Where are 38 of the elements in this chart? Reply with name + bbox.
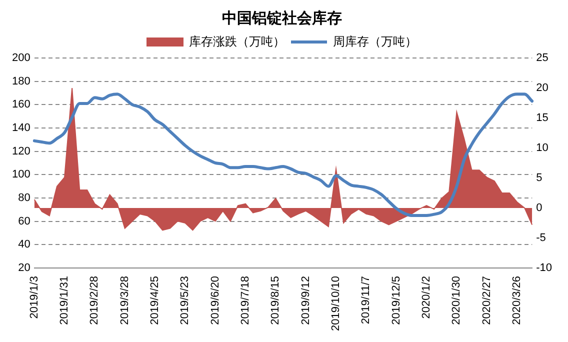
y-tick-label: 120	[12, 145, 30, 158]
y-tick-label: 80	[18, 192, 30, 204]
y2-tick-label: 20	[536, 82, 548, 94]
x-tick-label: 2019/10/10	[330, 276, 342, 332]
y-tick-label: 200	[12, 52, 30, 64]
y2-tick-label: 5	[536, 172, 542, 184]
x-tick-label: 2019/4/25	[149, 276, 162, 325]
y2-tick-label: 0	[536, 202, 542, 214]
y2-tick-label: 10	[536, 142, 548, 154]
x-tick-label: 2020/3/26	[511, 276, 524, 325]
legend-label: 周库存（万吨）	[333, 34, 417, 48]
x-tick-label: 2019/6/20	[209, 276, 222, 325]
x-tick-label: 2019/3/28	[118, 276, 131, 325]
y-tick-label: 20	[18, 262, 30, 274]
x-tick-label: 2020/1/30	[450, 276, 463, 325]
y2-tick-label: 25	[536, 52, 548, 64]
y2-tick-label: 15	[536, 112, 548, 124]
y2-tick-label: -10	[536, 262, 552, 274]
x-tick-label: 2019/5/23	[179, 276, 192, 325]
legend-label: 库存涨跌（万吨）	[189, 34, 285, 48]
x-tick-label: 2019/2/28	[88, 276, 101, 325]
x-tick-label: 2019/8/15	[270, 276, 282, 325]
y-tick-label: 40	[18, 238, 30, 251]
y-tick-label: 60	[18, 215, 30, 228]
y-tick-label: 180	[12, 75, 30, 88]
x-tick-label: 2019/1/3	[28, 276, 40, 319]
x-tick-label: 2020/2/27	[480, 276, 493, 325]
chart-title: 中国铝锭社会库存	[222, 8, 342, 27]
y2-tick-label: -5	[536, 232, 546, 244]
x-tick-label: 2019/7/18	[240, 276, 252, 325]
y-tick-label: 140	[12, 122, 30, 134]
x-tick-label: 2019/1/31	[58, 276, 71, 325]
x-tick-label: 2019/11/7	[360, 276, 372, 324]
y-tick-label: 160	[12, 98, 30, 111]
x-tick-label: 2019/9/12	[300, 276, 312, 325]
x-tick-label: 2019/12/5	[390, 276, 402, 325]
y-tick-label: 100	[12, 168, 30, 181]
x-tick-label: 2020/1/2	[420, 276, 433, 319]
